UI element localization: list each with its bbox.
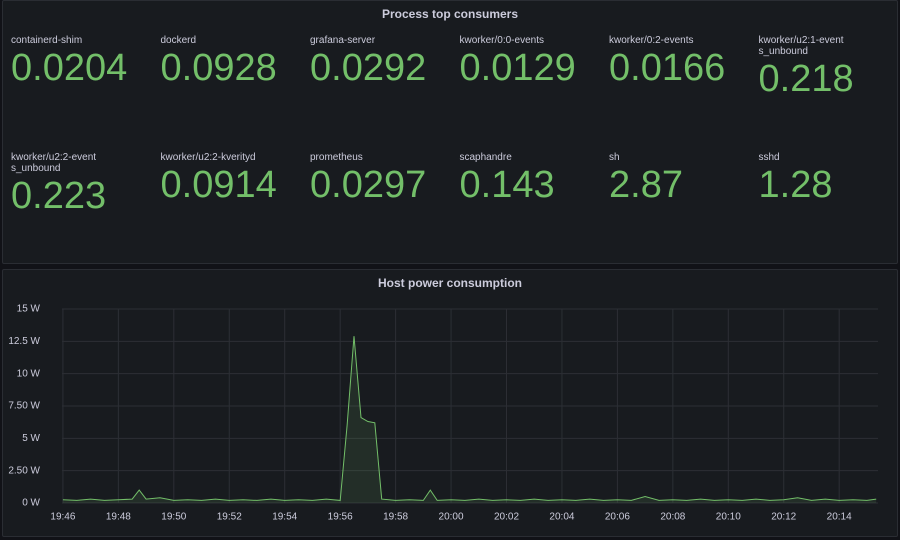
y-tick-label: 5 W [22,433,40,444]
stat-name: kworker/u2:2-events_unbound [11,152,97,174]
line-area [62,336,877,503]
stat-name: prometheus [310,152,363,163]
x-tick-label: 19:50 [161,512,186,523]
stat-name: dockerd [160,35,197,46]
stat-name: kworker/0:2-events [609,35,694,46]
y-tick-label: 12.5 W [8,336,40,347]
stat-name: containerd-shim [11,35,83,46]
y-tick-label: 7.50 W [8,401,40,412]
stat: dockerd 0.0928 [161,35,311,152]
x-tick-label: 20:06 [605,512,630,523]
x-tick-label: 20:04 [549,512,574,523]
x-tick-label: 20:08 [660,512,685,523]
stat-panel: Process top consumers containerd-shim 0.0… [2,0,898,264]
x-tick-label: 20:10 [716,512,741,523]
y-tick-label: 10 W [17,368,41,379]
y-tick-label: 15 W [17,304,41,315]
x-tick-label: 19:56 [328,512,353,523]
y-tick-label: 0 W [22,498,40,509]
line [62,336,877,501]
stat: scaphandre 0.143 [460,152,610,269]
chart-title: Host power consumption [378,276,522,290]
stat: prometheus 0.0297 [310,152,460,269]
stat-value: 0.0204 [11,47,128,89]
stat-name: kworker/0:0-events [459,35,544,46]
stat-name: kworker/u2:2-kverityd [160,152,256,163]
stat-name: sh [609,152,620,163]
x-tick-label: 20:02 [494,512,519,523]
stat-value: 0.218 [758,58,854,100]
x-tick-label: 19:58 [383,512,408,523]
stat: kworker/u2:2-kverityd 0.0914 [161,152,311,269]
stat: sh 2.87 [609,152,759,269]
stat: containerd-shim 0.0204 [11,35,161,152]
stat-value: 0.0292 [310,47,427,89]
x-tick-label: 20:00 [439,512,464,523]
x-tick-label: 20:14 [827,512,852,523]
stat: kworker/u2:1-events_unbound 0.218 [759,35,900,152]
stat: sshd 1.28 [759,152,900,269]
stat: grafana-server 0.0292 [310,35,460,152]
x-tick-label: 19:48 [106,512,131,523]
x-tick-label: 19:54 [272,512,297,523]
x-tick-label: 19:52 [217,512,242,523]
stat-value: 0.0129 [459,47,576,89]
panel-title: Process top consumers [381,7,519,21]
stat-value: 0.0914 [160,164,277,206]
stat: kworker/u2:2-events_unbound 0.223 [11,152,161,269]
stat-value: 0.143 [459,164,555,206]
stat-name: kworker/u2:1-events_unbound [758,35,844,57]
stat-grid: containerd-shim 0.0204 dockerd 0.0928 grafan… [11,35,900,269]
stat-value: 0.223 [11,175,107,217]
stat: kworker/0:2-events 0.0166 [609,35,759,152]
stat-value: 0.0166 [609,47,726,89]
stat-name: grafana-server [310,35,376,46]
stat-value: 1.28 [758,164,833,206]
stat-value: 0.0297 [310,164,427,206]
stat-name: sshd [758,152,780,163]
y-tick-label: 2.50 W [8,465,40,476]
x-tick-label: 20:12 [771,512,796,523]
chart-panel: Host power consumption [2,269,898,537]
stat: kworker/0:0-events 0.0129 [460,35,610,152]
stat-value: 2.87 [609,164,683,206]
x-tick-label: 19:46 [50,512,75,523]
stat-value: 0.0928 [160,47,277,89]
stat-name: scaphandre [459,152,512,163]
